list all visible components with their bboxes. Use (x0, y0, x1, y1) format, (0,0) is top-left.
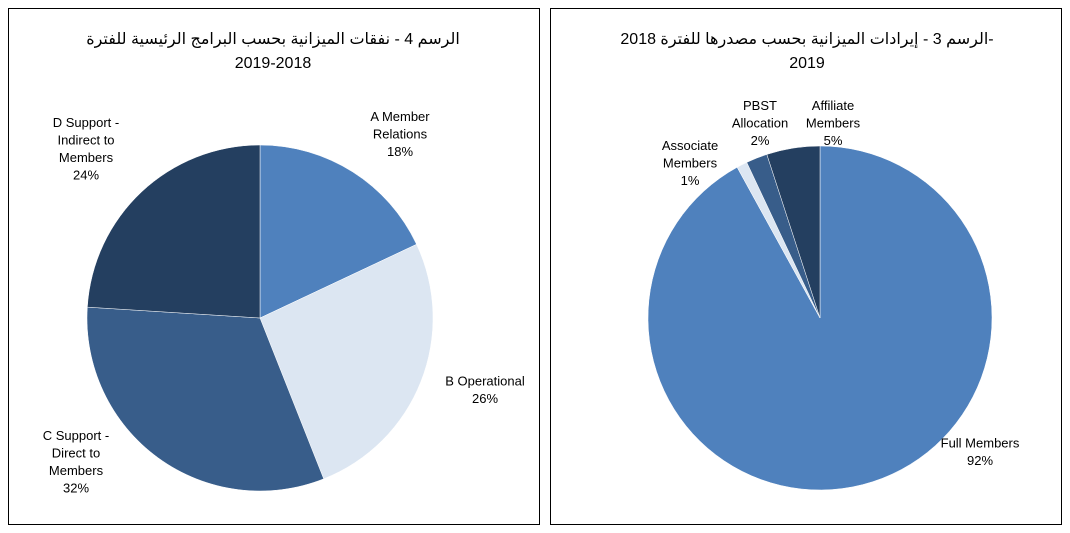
slice-label: B Operational (445, 374, 525, 389)
slice-label: Members (663, 155, 718, 170)
slice-label: Indirect to (57, 133, 114, 148)
slice-label: Associate (662, 138, 718, 153)
pie-slice (259, 244, 434, 480)
value-label: 24% (73, 168, 99, 183)
slice-label: Direct to (52, 446, 100, 461)
slice-label: Members (59, 150, 114, 165)
value-label: 92% (967, 453, 993, 468)
pie-slice (86, 306, 325, 492)
value-label: 5% (824, 133, 843, 148)
chart-title: الرسم 4 - نفقات الميزانية بحسب البرامج ا… (86, 31, 460, 49)
slice-label: Full Members (941, 436, 1020, 451)
pie-slice (766, 145, 821, 319)
pie-slice (259, 144, 417, 319)
slice-label: Members (806, 115, 861, 130)
pie-slice (647, 145, 993, 491)
chart-title: 2019-2018 (235, 55, 312, 72)
slice-label: Allocation (732, 115, 788, 130)
value-label: 1% (681, 173, 700, 188)
value-label: 26% (472, 391, 498, 406)
value-label: 18% (387, 144, 413, 159)
slice-label: D Support - (53, 115, 119, 130)
chart-title: 2019 (789, 55, 825, 72)
slice-label: C Support - (43, 428, 109, 443)
slice-label: Affiliate (812, 98, 854, 113)
slice-label: Relations (373, 126, 428, 141)
slice-label: PBST (743, 98, 777, 113)
value-label: 32% (63, 481, 89, 496)
pie-slice (87, 144, 261, 319)
slice-label: Members (49, 463, 104, 478)
value-label: 2% (751, 133, 770, 148)
slice-label: A Member (370, 109, 430, 124)
chart-title: الرسم 3 - إيرادات الميزانية بحسب مصدرها … (620, 31, 993, 49)
